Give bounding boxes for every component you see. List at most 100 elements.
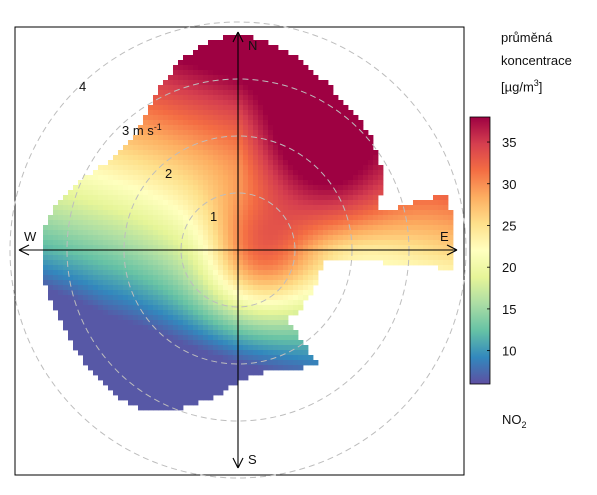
surface-cell: [153, 245, 159, 251]
surface-cell: [183, 275, 189, 281]
surface-cell: [213, 225, 219, 231]
west-label: W: [24, 229, 37, 244]
ring-label-3: 3 m s-1: [122, 122, 162, 138]
surface-cell: [373, 180, 379, 186]
surface-cell: [128, 360, 134, 366]
surface-cell: [138, 315, 144, 321]
surface-cell: [128, 180, 134, 186]
surface-cell: [228, 350, 234, 356]
surface-cell: [373, 245, 379, 251]
surface-cell: [353, 255, 359, 261]
surface-cell: [163, 230, 169, 236]
surface-cell: [228, 195, 234, 201]
surface-cell: [233, 315, 239, 321]
surface-cell: [53, 245, 59, 251]
surface-cell: [258, 170, 264, 176]
surface-cell: [183, 310, 189, 316]
surface-cell: [203, 55, 209, 61]
surface-cell: [188, 300, 194, 306]
surface-cell: [53, 260, 59, 266]
surface-cell: [108, 160, 114, 166]
surface-cell: [228, 290, 234, 296]
surface-cell: [203, 125, 209, 131]
surface-cell: [228, 150, 234, 156]
surface-cell: [258, 335, 264, 341]
surface-cell: [268, 310, 274, 316]
surface-cell: [188, 350, 194, 356]
surface-cell: [288, 355, 294, 361]
surface-cell: [228, 275, 234, 281]
surface-cell: [433, 220, 439, 226]
surface-cell: [308, 280, 314, 286]
surface-cell: [208, 370, 214, 376]
surface-cell: [293, 265, 299, 271]
surface-cell: [263, 265, 269, 271]
surface-cell: [73, 205, 79, 211]
surface-cell: [303, 170, 309, 176]
surface-cell: [78, 225, 84, 231]
surface-cell: [428, 235, 434, 241]
surface-cell: [193, 155, 199, 161]
surface-cell: [203, 110, 209, 116]
surface-cell: [83, 210, 89, 216]
surface-cell: [113, 210, 119, 216]
surface-cell: [168, 205, 174, 211]
surface-cell: [173, 250, 179, 256]
surface-cell: [353, 205, 359, 211]
surface-cell: [123, 330, 129, 336]
surface-cell: [208, 385, 214, 391]
surface-cell: [293, 270, 299, 276]
surface-cell: [268, 85, 274, 91]
surface-cell: [233, 65, 239, 71]
surface-cell: [253, 145, 259, 151]
surface-cell: [248, 220, 254, 226]
surface-cell: [93, 265, 99, 271]
surface-cell: [183, 200, 189, 206]
surface-cell: [68, 250, 74, 256]
surface-cell: [213, 270, 219, 276]
surface-cell: [113, 335, 119, 341]
surface-cell: [158, 210, 164, 216]
surface-cell: [188, 220, 194, 226]
surface-cell: [83, 190, 89, 196]
surface-cell: [268, 360, 274, 366]
surface-cell: [213, 260, 219, 266]
surface-cell: [293, 365, 299, 371]
surface-cell: [263, 340, 269, 346]
surface-cell: [173, 375, 179, 381]
surface-cell: [228, 55, 234, 61]
surface-cell: [228, 180, 234, 186]
surface-cell: [193, 270, 199, 276]
surface-cell: [133, 240, 139, 246]
surface-cell: [288, 90, 294, 96]
surface-cell: [238, 165, 244, 171]
surface-cell: [243, 245, 249, 251]
surface-cell: [178, 230, 184, 236]
surface-cell: [243, 295, 249, 301]
surface-cell: [123, 390, 129, 396]
surface-cell: [163, 115, 169, 121]
surface-cell: [218, 135, 224, 141]
surface-cell: [148, 175, 154, 181]
surface-cell: [78, 190, 84, 196]
surface-cell: [373, 170, 379, 176]
surface-cell: [333, 255, 339, 261]
surface-cell: [193, 115, 199, 121]
surface-cell: [198, 130, 204, 136]
surface-cell: [123, 200, 129, 206]
surface-cell: [343, 120, 349, 126]
surface-cell: [328, 145, 334, 151]
surface-cell: [228, 305, 234, 311]
surface-cell: [63, 300, 69, 306]
surface-cell: [308, 145, 314, 151]
surface-cell: [168, 290, 174, 296]
surface-cell: [248, 255, 254, 261]
surface-cell: [118, 205, 124, 211]
surface-cell: [163, 310, 169, 316]
surface-cell: [373, 165, 379, 171]
surface-cell: [213, 305, 219, 311]
surface-cell: [393, 235, 399, 241]
surface-cell: [353, 125, 359, 131]
surface-cell: [98, 200, 104, 206]
surface-cell: [148, 220, 154, 226]
